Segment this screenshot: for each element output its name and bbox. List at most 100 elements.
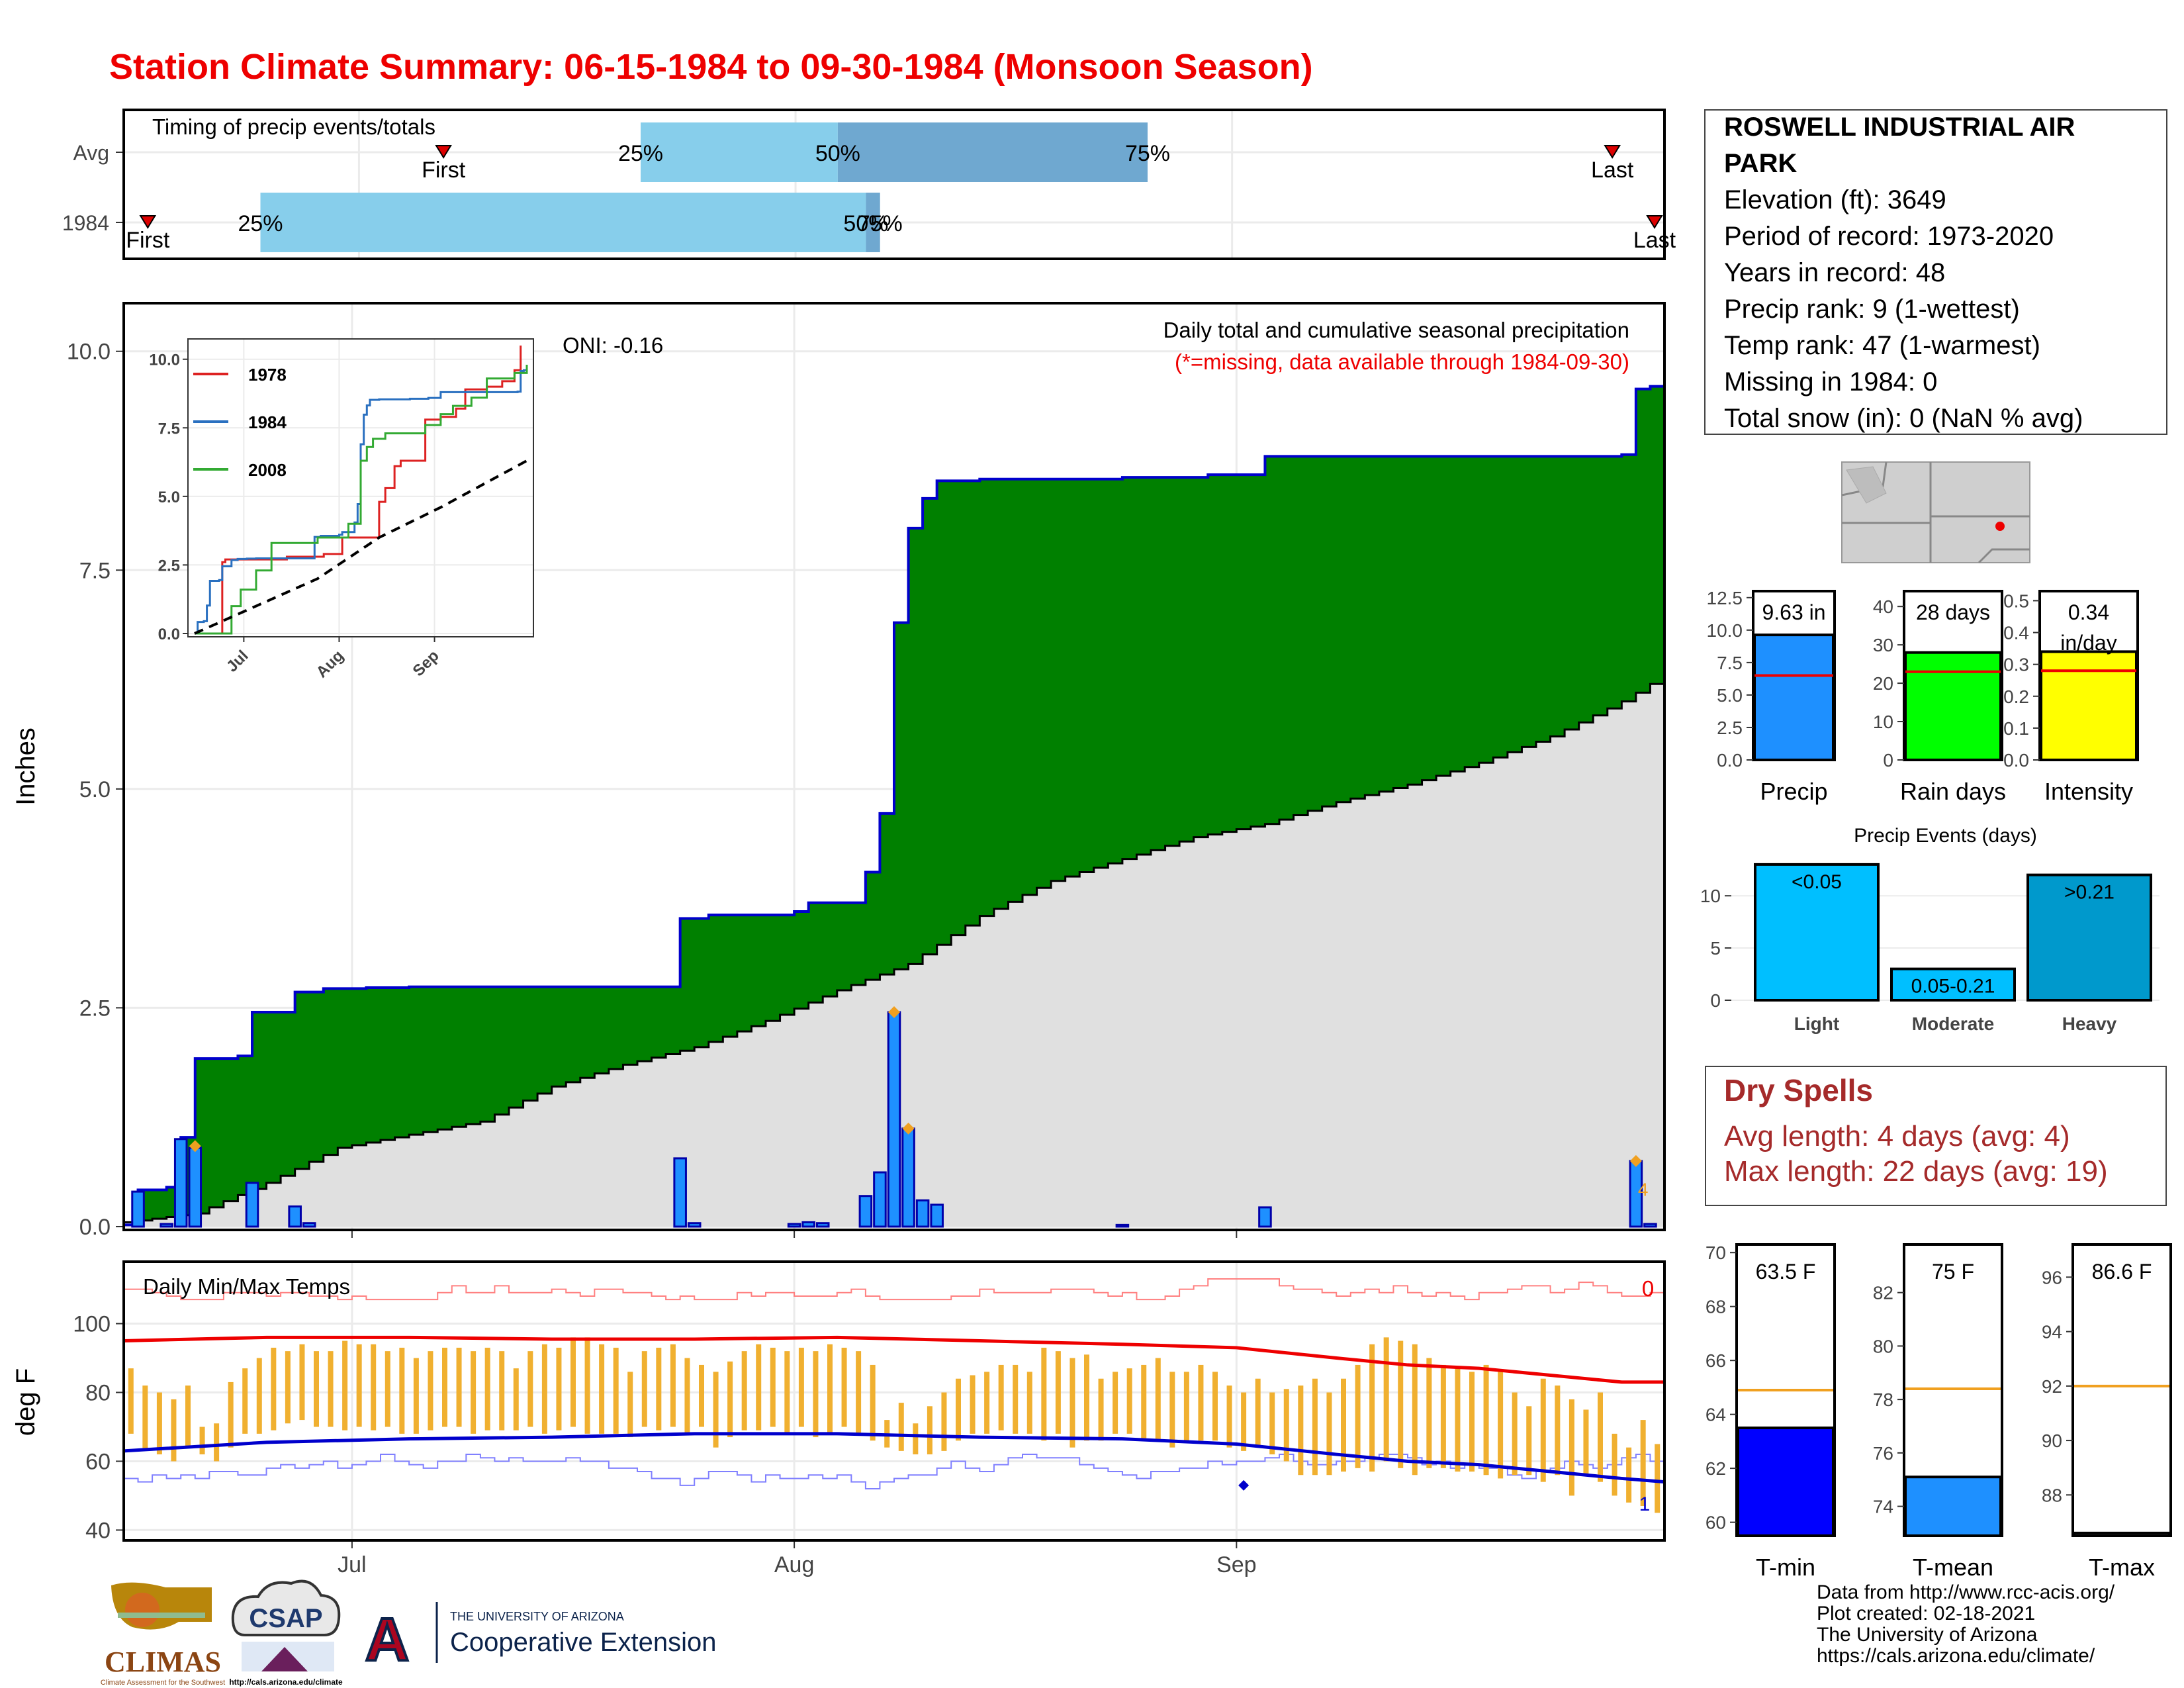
t-mean-ytick-label: 80 — [1873, 1336, 1893, 1356]
events-bar-label: >0.21 — [2064, 882, 2115, 904]
events-bar-heavy — [2026, 873, 2152, 1002]
daily-temp-bar — [428, 1351, 433, 1430]
inset-legend-label: 1984 — [248, 412, 287, 432]
daily-temp-bar — [299, 1344, 305, 1421]
daily-temp-bar — [214, 1423, 220, 1462]
timing-panel-frame — [122, 109, 1666, 260]
t-min-ytick-label: 70 — [1706, 1243, 1726, 1263]
daily-precip-bar — [815, 1222, 830, 1228]
cumulative-precip-line — [124, 383, 1666, 1227]
daily-temp-bar — [1540, 1378, 1546, 1482]
precip-ylabel: Inches — [11, 727, 40, 806]
daily-temp-bar — [1383, 1337, 1389, 1462]
timing-last-marker — [1604, 145, 1621, 159]
t-max-ytick-label: 90 — [2042, 1430, 2062, 1451]
t-mean-ytick-label: 78 — [1873, 1389, 1893, 1410]
inset-panel-frame — [187, 338, 534, 637]
inset-series-line-2008 — [195, 365, 528, 635]
inset-ytick-label: 0.0 — [158, 626, 180, 643]
precip-ytick-label: 7.5 — [1717, 653, 1743, 673]
daily-temp-bar — [756, 1344, 762, 1430]
station-precip-rank: Precip rank: 9 (1-wettest) — [1724, 295, 2020, 324]
t-min-ytick-label: 60 — [1706, 1513, 1726, 1533]
daily-temp-bar — [1498, 1372, 1504, 1479]
t-mean-value-label: 75 F — [1932, 1260, 1974, 1284]
daily-temp-bar — [1084, 1354, 1089, 1441]
station-info-box — [1704, 109, 2167, 435]
inset-legend-label: 1978 — [248, 365, 287, 385]
timing-row-label: Avg — [73, 141, 109, 165]
timing-title: Timing of precip events/totals — [152, 115, 435, 139]
precip-title: Daily total and cumulative seasonal prec… — [1163, 318, 1629, 342]
csap-logo-mountain — [261, 1647, 308, 1671]
daily-temp-bar — [1626, 1447, 1632, 1503]
rain-days-ytick-label: 10 — [1873, 712, 1893, 732]
daily-temp-bar — [1013, 1364, 1019, 1434]
daily-precip-bar — [915, 1199, 930, 1228]
daily-temp-bar — [199, 1427, 205, 1455]
t-max-ytick-label: 96 — [2042, 1267, 2062, 1288]
daily-temp-bar — [513, 1368, 519, 1430]
events-ytick-label: 0 — [1710, 990, 1721, 1011]
record-max-count: 0 — [1642, 1276, 1654, 1301]
daily-temp-bar — [1326, 1392, 1332, 1476]
daily-temp-bar — [1455, 1368, 1461, 1472]
events-ytick-label: 5 — [1710, 938, 1721, 959]
timing-last-label: Last — [1633, 228, 1676, 253]
intensity-ytick-label: 0.5 — [2003, 590, 2029, 611]
t-min-value-bar — [1737, 1427, 1835, 1538]
daily-temp-bar — [1269, 1392, 1275, 1455]
t-min-value-label: 63.5 F — [1756, 1260, 1816, 1284]
rain-days-ytick-label: 20 — [1873, 673, 1893, 694]
station-name-line1: ROSWELL INDUSTRIAL AIR — [1724, 113, 2075, 142]
daily-temp-bar — [856, 1351, 862, 1434]
temp-ytick-label: 40 — [85, 1518, 111, 1543]
temp-ytick-label: 60 — [85, 1449, 111, 1474]
rain-days-ytick-label: 0 — [1883, 750, 1893, 771]
daily-temp-bar — [1113, 1372, 1118, 1434]
daily-temp-bar — [1369, 1344, 1375, 1472]
intensity-value-label: 0.34 — [2068, 600, 2109, 624]
daily-temp-bar — [1612, 1433, 1617, 1496]
station-total-snow: Total snow (in): 0 (NaN % avg) — [1724, 404, 2083, 433]
daily-precip-bar — [687, 1222, 702, 1228]
timing-first-label: First — [126, 228, 170, 253]
t-min-ytick-label: 66 — [1706, 1350, 1726, 1371]
ua-logo-line1: THE UNIVERSITY OF ARIZONA — [450, 1610, 624, 1623]
daily-temp-bar — [556, 1347, 562, 1430]
daily-temp-bar — [1569, 1399, 1574, 1496]
temp-panel-bg — [124, 1262, 1664, 1540]
daily-temp-bar — [1483, 1364, 1489, 1476]
csap-logo-text: CSAP — [249, 1604, 322, 1633]
intensity-ytick-label: 0.1 — [2003, 718, 2029, 739]
events-title: Precip Events (days) — [1854, 825, 2037, 847]
timing-p25-label: 25% — [618, 141, 663, 166]
rain-days-label: Rain days — [1900, 778, 2006, 805]
daily-temp-bar — [1283, 1389, 1289, 1462]
temp-ylabel: deg F — [11, 1368, 40, 1436]
rain-days-value-bar — [1904, 651, 2002, 762]
normal-precip-area — [124, 675, 1664, 1227]
daily-temp-bar — [171, 1399, 177, 1462]
timing-bar-25-50 — [260, 193, 866, 252]
daily-precip-bar — [159, 1223, 173, 1228]
daily-temp-bar — [1198, 1364, 1204, 1441]
daily-temp-bar — [813, 1351, 819, 1438]
precip-ytick-label: 2.5 — [79, 996, 111, 1021]
precip-value-bar — [1753, 633, 1835, 761]
daily-temp-bar — [741, 1351, 747, 1430]
daily-temp-bar — [1226, 1385, 1232, 1448]
daily-precip-bar — [1115, 1223, 1130, 1228]
timing-first-marker — [435, 145, 452, 159]
record-min-marker — [1238, 1479, 1250, 1491]
daily-temp-bar — [927, 1406, 933, 1455]
intensity-ytick-label: 0.2 — [2003, 686, 2029, 707]
t-max-label: T-max — [2089, 1554, 2155, 1581]
daily-temp-bar — [699, 1364, 704, 1427]
daily-temp-bar — [285, 1351, 291, 1424]
precip-ytick-label: 0.0 — [1717, 750, 1743, 771]
intensity-ytick-label: 0.4 — [2003, 623, 2029, 643]
daily-temp-bar — [1583, 1409, 1589, 1476]
temp-panel-frame — [122, 1260, 1666, 1542]
